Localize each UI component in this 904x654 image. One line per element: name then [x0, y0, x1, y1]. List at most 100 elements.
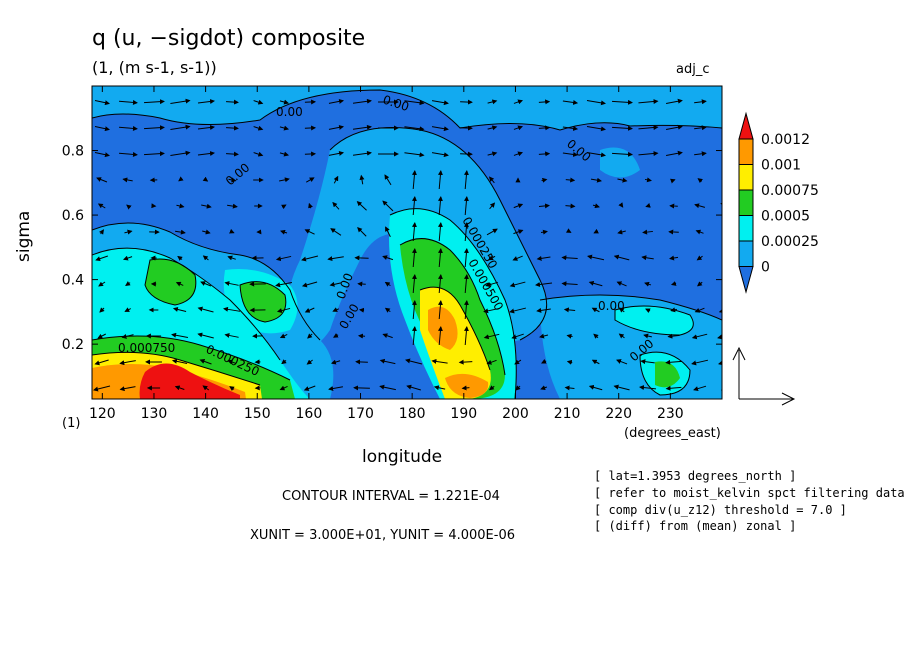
x-tick-label: 200	[502, 406, 529, 422]
wind-arrow	[611, 99, 633, 105]
colorbar-label: 0.0005	[761, 209, 810, 225]
wind-arrow	[463, 248, 469, 268]
wind-arrow	[355, 359, 368, 365]
wind-arrow	[404, 126, 425, 132]
wind-arrow	[696, 255, 703, 261]
wind-arrow	[541, 359, 547, 364]
wind-arrow	[538, 99, 551, 105]
wind-arrow	[197, 306, 214, 313]
wind-arrow	[717, 334, 722, 340]
wind-arrow	[229, 386, 235, 391]
wind-arrow	[352, 98, 372, 104]
wind-arrow	[176, 203, 185, 209]
wind-arrow	[96, 177, 108, 183]
wind-arrow	[119, 151, 138, 157]
contour-label: 0.00	[276, 105, 303, 119]
wind-arrow	[404, 152, 425, 158]
wind-arrow	[175, 281, 184, 287]
colorbar-label: 0.001	[761, 158, 801, 174]
wind-arrow	[665, 359, 682, 365]
wind-arrow	[99, 307, 105, 313]
wind-arrow	[172, 307, 187, 312]
wind-arrow	[197, 151, 215, 156]
wind-arrow	[509, 281, 526, 288]
wind-arrow	[202, 255, 209, 261]
wind-arrow	[463, 222, 469, 242]
wind-arrow	[328, 386, 344, 391]
wind-arrow	[591, 307, 600, 313]
contour-label: 0.000750	[118, 341, 175, 355]
x-tick-label: 160	[296, 406, 323, 422]
wind-arrow	[437, 170, 443, 190]
wind-arrow	[253, 99, 264, 105]
wind-arrow	[586, 152, 606, 158]
wind-arrow	[561, 281, 578, 287]
wind-arrow	[98, 281, 106, 287]
wind-arrow	[357, 333, 366, 339]
variant-tag: adj_c	[676, 62, 710, 77]
wind-arrow	[513, 125, 524, 131]
contour-label: 0.00	[598, 299, 625, 313]
wind-arrow	[356, 201, 367, 211]
wind-arrow	[587, 254, 605, 261]
y-axis-label: sigma	[14, 210, 34, 262]
wind-arrow	[618, 202, 624, 208]
wind-arrow	[616, 359, 628, 365]
wind-arrow	[276, 307, 291, 313]
colorbar-swatch	[738, 266, 754, 294]
wind-arrow	[645, 308, 651, 313]
x-axis-ticks: 120 130 140 150 160 170 180 190 200 210 220 230	[89, 86, 684, 422]
wind-arrow	[512, 255, 523, 261]
wind-arrow	[275, 255, 292, 262]
wind-arrow	[562, 151, 579, 157]
wind-arrow	[695, 229, 704, 235]
wind-arrow	[94, 100, 110, 106]
wind-arrow	[566, 359, 573, 365]
wind-arrow	[590, 177, 602, 183]
wind-arrow	[588, 280, 603, 287]
wind-arrow	[144, 125, 165, 131]
wind-arrow	[724, 256, 728, 260]
wind-arrow	[280, 229, 288, 235]
wind-arrow	[488, 176, 495, 184]
wind-arrow	[431, 100, 449, 106]
wind-arrow	[511, 333, 524, 340]
wind-arrow	[431, 152, 449, 158]
colorbar-swatch	[738, 138, 754, 165]
chart-subtitle: (1, (m s-1, s-1))	[92, 58, 217, 77]
wind-arrow	[641, 255, 654, 261]
wind-arrow	[382, 200, 394, 212]
y-tick-label: 0.8	[62, 144, 84, 160]
colorbar-swatch	[738, 215, 754, 242]
wind-arrow	[437, 326, 443, 346]
colorbar-swatch	[738, 189, 754, 216]
wind-arrow	[483, 333, 500, 340]
colorbar-label: 0	[761, 260, 770, 276]
wind-arrow	[93, 385, 111, 392]
x-tick-label: 140	[192, 406, 219, 422]
wind-arrow	[124, 229, 133, 235]
wind-arrow	[226, 99, 239, 105]
wind-arrow	[540, 229, 548, 235]
wind-arrow	[384, 307, 391, 313]
wind-arrow	[227, 255, 236, 261]
note-line: [ refer to moist_kelvin spct filtering d…	[594, 486, 904, 500]
wind-arrow	[486, 228, 498, 236]
wind-arrow	[144, 99, 165, 105]
wind-arrow	[124, 307, 132, 312]
wind-arrow	[437, 248, 443, 268]
wind-arrow	[483, 307, 500, 314]
wind-arrow	[330, 228, 342, 236]
wind-arrow	[513, 229, 524, 235]
wind-arrow	[202, 385, 210, 391]
wind-arrow	[538, 151, 551, 157]
wind-arrow	[463, 196, 469, 216]
wind-arrow	[281, 204, 287, 210]
wind-arrow	[382, 333, 393, 339]
chart-title: q (u, −sigdot) composite	[92, 26, 366, 51]
wind-arrow	[200, 281, 212, 287]
wind-arrow	[303, 385, 316, 391]
wind-arrow	[119, 99, 138, 105]
wind-arrow	[566, 333, 573, 339]
